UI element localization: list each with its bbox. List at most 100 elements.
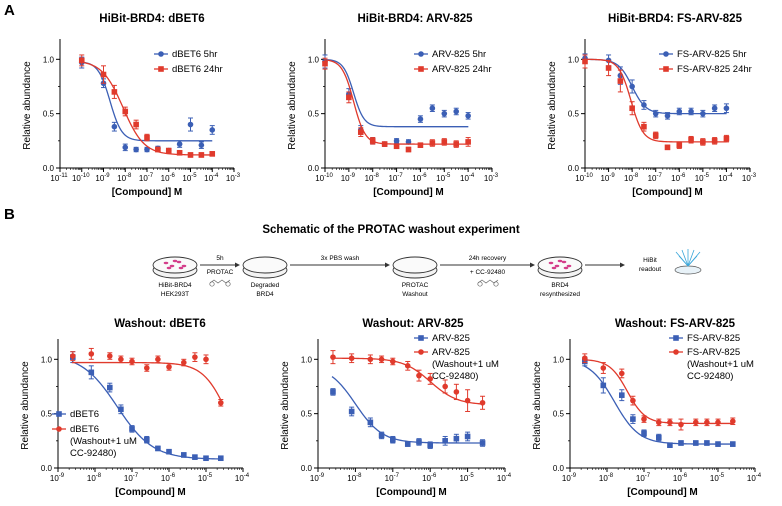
data-point bbox=[441, 110, 448, 117]
dish-cell bbox=[163, 261, 169, 265]
data-point bbox=[582, 355, 588, 362]
y-axis-label: Relative abundance bbox=[22, 61, 33, 150]
series-red bbox=[322, 57, 471, 153]
legend-label: ARV-825 bbox=[432, 333, 470, 344]
dish-cell bbox=[566, 264, 572, 268]
x-tick-label: 10-5 bbox=[459, 473, 474, 483]
data-point bbox=[390, 358, 396, 365]
data-point bbox=[393, 143, 400, 150]
x-axis-label: [Compound] M bbox=[627, 487, 698, 498]
readout-label: readout bbox=[639, 266, 661, 273]
y-tick-label: 1.0 bbox=[553, 355, 565, 364]
legend-label: (Washout+1 uM bbox=[432, 359, 499, 370]
schematic: Schematic of the PROTAC washout experime… bbox=[152, 224, 702, 298]
chart-title: Washout: FS-ARV-825 bbox=[615, 318, 736, 330]
series-red bbox=[582, 353, 736, 431]
x-tick-label: 10-7 bbox=[385, 473, 400, 483]
y-axis-label: Relative abundance bbox=[287, 61, 298, 150]
data-point bbox=[346, 94, 352, 101]
legend-label: CC-92480) bbox=[70, 448, 116, 459]
legend-marker bbox=[56, 411, 62, 417]
x-tick-label: 10-9 bbox=[95, 173, 110, 183]
y-tick-label: 1.0 bbox=[41, 355, 53, 364]
schematic-dish: Degraded BRD4 bbox=[242, 256, 288, 298]
x-tick-label: 10-10 bbox=[72, 173, 90, 183]
arrowhead-icon bbox=[620, 262, 625, 268]
legend-label: CC-92480) bbox=[687, 371, 733, 382]
data-point bbox=[404, 441, 411, 447]
data-point bbox=[393, 138, 400, 144]
light-ray bbox=[687, 255, 698, 267]
legend-marker bbox=[673, 349, 679, 355]
x-tick-label: 10-5 bbox=[182, 173, 197, 183]
data-point bbox=[700, 110, 706, 117]
data-point bbox=[111, 89, 118, 95]
panel-label-a: A bbox=[4, 2, 15, 19]
data-point bbox=[330, 389, 336, 395]
molecule-ring bbox=[493, 281, 499, 287]
legend-label: FS-ARV-825 bbox=[687, 347, 740, 358]
data-point bbox=[367, 419, 374, 426]
y-tick-label: 1.0 bbox=[301, 355, 313, 364]
arrowhead-icon bbox=[385, 262, 390, 268]
x-tick-label: 10-5 bbox=[710, 473, 725, 483]
molecule-icon bbox=[209, 279, 231, 287]
data-point bbox=[378, 356, 385, 363]
data-point bbox=[629, 83, 635, 90]
x-tick-label: 10-5 bbox=[198, 473, 213, 483]
x-tick-label: 10-6 bbox=[161, 473, 176, 483]
legend-label: dBET6 bbox=[70, 409, 99, 420]
data-point bbox=[693, 440, 699, 446]
data-point bbox=[209, 151, 216, 157]
dish-cell bbox=[561, 260, 567, 264]
data-point bbox=[676, 108, 683, 115]
legend-label: CC-92480) bbox=[432, 371, 478, 382]
y-axis-label: Relative abundance bbox=[280, 361, 291, 450]
data-point bbox=[427, 442, 433, 448]
data-point bbox=[176, 149, 183, 156]
data-point bbox=[605, 65, 612, 71]
legend-marker bbox=[158, 66, 164, 72]
data-point bbox=[465, 113, 471, 119]
data-point bbox=[218, 455, 224, 462]
data-point bbox=[730, 418, 736, 425]
data-point bbox=[442, 383, 448, 390]
data-point bbox=[203, 356, 209, 363]
dish-cell bbox=[178, 266, 184, 270]
data-point bbox=[700, 139, 706, 145]
data-point bbox=[122, 108, 129, 115]
y-axis-label: Relative abundance bbox=[20, 361, 31, 450]
arrowhead-icon bbox=[530, 262, 535, 268]
legend: dBET6 5hr dBET6 24hr bbox=[154, 49, 223, 75]
x-tick-label: 10-9 bbox=[341, 173, 356, 183]
dish-cell bbox=[181, 264, 187, 268]
data-point bbox=[417, 116, 424, 122]
schematic-title: Schematic of the PROTAC washout experime… bbox=[262, 224, 519, 236]
data-point bbox=[405, 139, 412, 145]
x-tick-label: 10-7 bbox=[388, 173, 403, 183]
arrow-label: 3x PBS wash bbox=[321, 255, 360, 262]
x-tick-label: 10-8 bbox=[599, 473, 614, 483]
data-point bbox=[348, 355, 355, 362]
x-tick-label: 10-9 bbox=[310, 473, 325, 483]
dish-cell bbox=[551, 266, 557, 270]
data-point bbox=[107, 353, 113, 359]
x-tick-label: 10-5 bbox=[436, 173, 451, 183]
fit-curve bbox=[324, 58, 469, 128]
data-point bbox=[453, 108, 460, 115]
series-red bbox=[70, 347, 224, 407]
chart-title: HiBit-BRD4: ARV-825 bbox=[357, 13, 473, 25]
data-point bbox=[176, 141, 183, 147]
legend-marker bbox=[56, 426, 62, 432]
data-point bbox=[656, 434, 662, 441]
data-point bbox=[322, 60, 328, 67]
legend-label: (Washout+1 uM bbox=[687, 359, 754, 370]
legend-label: FS-ARV-825 24hr bbox=[677, 64, 752, 75]
arrow-label: 24h recovery bbox=[469, 255, 507, 262]
data-point bbox=[118, 406, 124, 413]
y-tick-label: 0.0 bbox=[43, 164, 55, 173]
arrow-label: PROTAC bbox=[207, 269, 234, 276]
x-tick-label: 10-6 bbox=[412, 173, 427, 183]
